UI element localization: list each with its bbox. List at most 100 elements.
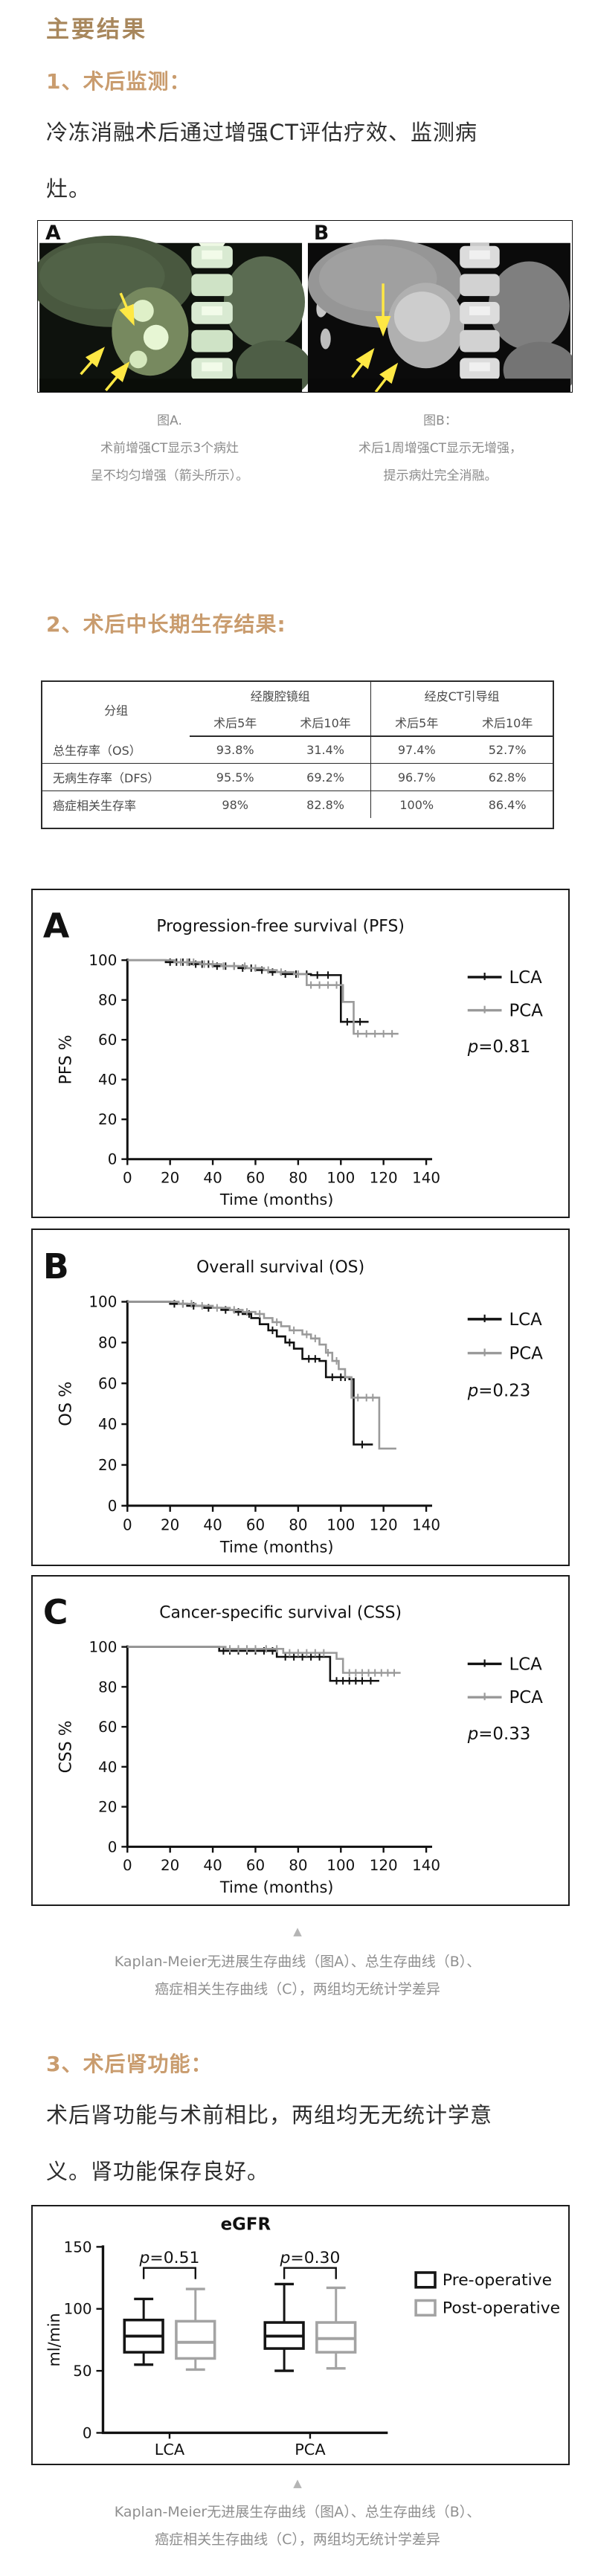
table-row: 无病生存率（DFS） 95.5% 69.2% 96.7% 62.8%: [42, 763, 553, 791]
row-label: 无病生存率（DFS）: [42, 763, 190, 791]
table-cell: 69.2%: [280, 763, 371, 791]
os-chart: B Overall survival (OS) 0 20 40 60 80 100 0 20 40 6…: [43, 1246, 543, 1556]
svg-text:20: 20: [98, 1799, 117, 1816]
caption-line: 呈不均匀增强（箭头所示）。: [90, 468, 249, 483]
survival-table-wrap: 分组 经腹腔镜组 经皮CT引导组 术后5年 术后10年 术后5年 术后10年 总…: [41, 680, 554, 829]
table-cell: 100%: [370, 790, 463, 818]
svg-text:80: 80: [289, 1857, 307, 1874]
table-subheader: 术后5年: [190, 709, 281, 737]
svg-text:150: 150: [64, 2238, 92, 2255]
km-series-LCA: [127, 959, 369, 1023]
svg-text:Progression-free survival (PFS: Progression-free survival (PFS): [156, 918, 405, 936]
svg-text:LCA: LCA: [155, 2441, 185, 2459]
svg-text:40: 40: [98, 1759, 117, 1776]
legend-swatch: [414, 2299, 437, 2317]
km-series-LCA: [127, 1646, 379, 1682]
table-cell: 82.8%: [280, 790, 371, 818]
caption-line: 癌症相关生存曲线（C），两组均无统计学差异: [155, 2531, 440, 2548]
egfr-chart-panel: eGFR 0 50 100 150 ml/min LCA p=0.51 PCA p=0.30 Pre…: [31, 2205, 570, 2465]
table-subheader: 术后5年: [370, 709, 463, 737]
caption-line: Kaplan-Meier无进展生存曲线（图A）、总生存曲线（B）、: [114, 1954, 481, 1970]
svg-text:120: 120: [370, 1516, 398, 1533]
arrow-icon: [351, 283, 399, 392]
caption-line: 图B：: [423, 413, 457, 428]
survival-table-body: 总生存率（OS） 93.8% 31.4% 97.4% 52.7% 无病生存率（DFS） 95…: [42, 736, 553, 828]
svg-text:Time (months): Time (months): [219, 1538, 334, 1556]
table-header-lca-group: 经腹腔镜组: [250, 689, 310, 703]
svg-text:140: 140: [412, 1857, 440, 1874]
axes: [126, 959, 433, 1161]
css-chart-panel: C Cancer-specific survival (CSS) 0 20 40 60 80…: [31, 1575, 570, 1906]
svg-text:LCA: LCA: [509, 1310, 542, 1330]
figure-captions: 图A. 术前增强CT显示3个病灶 呈不均匀增强（箭头所示）。 图B： 术后1周增…: [37, 408, 573, 490]
svg-text:PFS %: PFS %: [57, 1035, 76, 1085]
table-subheader: 术后10年: [462, 709, 553, 737]
svg-text:50: 50: [73, 2363, 91, 2380]
svg-text:80: 80: [98, 1678, 117, 1696]
svg-text:60: 60: [246, 1516, 265, 1533]
separator-triangle-icon: ▲: [293, 2476, 302, 2490]
svg-text:0: 0: [123, 1169, 132, 1186]
svg-text:p=0.51: p=0.51: [139, 2249, 200, 2267]
table-row: 癌症相关生存率 98% 82.8% 100% 86.4%: [42, 790, 553, 818]
table-cell: 96.7%: [370, 763, 463, 791]
table-subheader: 术后10年: [280, 709, 371, 737]
svg-text:80: 80: [289, 1516, 307, 1533]
table-cell: 95.5%: [190, 763, 281, 791]
km-series-PCA: [127, 1646, 401, 1674]
svg-text:140: 140: [412, 1516, 440, 1533]
row-label: 癌症相关生存率: [42, 790, 190, 818]
section-3-body: 术后肾功能与术前相比，两组均无无统计学意义。肾功能保存良好。: [46, 2102, 493, 2184]
caption-line: Kaplan-Meier无进展生存曲线（图A）、总生存曲线（B）、: [114, 2504, 481, 2520]
p-bracket: [142, 2267, 196, 2279]
page-title: 主要结果: [46, 16, 147, 43]
svg-text:CSS %: CSS %: [57, 1721, 76, 1774]
lesion-shape: [132, 300, 154, 322]
caption-line: 癌症相关生存曲线（C），两组均无统计学差异: [155, 1981, 440, 1997]
svg-text:100: 100: [327, 1857, 355, 1874]
svg-text:PCA: PCA: [509, 1001, 543, 1020]
egfr-chart: eGFR 0 50 100 150 ml/min LCA p=0.51 PCA p=0.30 Pre…: [45, 2215, 560, 2459]
ct-figure: A B: [37, 220, 573, 393]
svg-text:C: C: [43, 1593, 68, 1632]
rib-shape: [320, 328, 331, 350]
svg-text:PCA: PCA: [295, 2441, 326, 2459]
svg-text:60: 60: [98, 1374, 117, 1392]
svg-text:p=0.30: p=0.30: [279, 2249, 340, 2267]
table-cell: 98%: [190, 790, 281, 818]
ct-image-a: [38, 235, 312, 392]
ct-image-b: [307, 239, 572, 392]
caption-line: 提示病灶完全消融。: [383, 468, 498, 483]
section-3-heading: 3、术后肾功能：: [46, 2052, 213, 2076]
axes: [126, 1300, 433, 1507]
km-series-PCA: [127, 1301, 396, 1450]
svg-text:Time (months): Time (months): [219, 1191, 334, 1208]
svg-text:0: 0: [83, 2424, 92, 2441]
svg-text:80: 80: [98, 992, 117, 1009]
table-cell: 62.8%: [462, 763, 553, 791]
table-cell: 52.7%: [488, 743, 527, 757]
svg-text:LCA: LCA: [509, 1655, 542, 1674]
spine-shape: [191, 242, 233, 381]
svg-text:100: 100: [64, 2301, 92, 2318]
svg-text:40: 40: [98, 1415, 117, 1433]
lesion-shape: [143, 324, 169, 350]
svg-text:PCA: PCA: [509, 1344, 543, 1363]
ct-figure-svg: A B: [38, 221, 572, 392]
table-row: 总生存率（OS） 93.8% 31.4% 97.4% 52.7%: [42, 736, 553, 764]
caption-line: 图A.: [157, 413, 182, 428]
box-Post-operative: [175, 2319, 216, 2360]
table-cell: 86.4%: [462, 790, 553, 818]
os-chart-panel: B Overall survival (OS) 0 20 40 60 80 100 0 20 40 6…: [31, 1229, 570, 1566]
table-cell: 93.8%: [216, 743, 254, 757]
svg-text:0: 0: [123, 1516, 132, 1533]
svg-text:100: 100: [89, 1639, 117, 1656]
legend-swatch: [414, 2271, 437, 2289]
axes: [101, 2245, 388, 2435]
svg-text:40: 40: [203, 1857, 222, 1874]
svg-text:0: 0: [108, 1497, 118, 1515]
caption-line: 术前增强CT显示3个病灶: [100, 441, 239, 456]
svg-text:Post-operative: Post-operative: [443, 2299, 560, 2317]
svg-text:A: A: [43, 906, 70, 945]
svg-text:60: 60: [246, 1169, 265, 1186]
